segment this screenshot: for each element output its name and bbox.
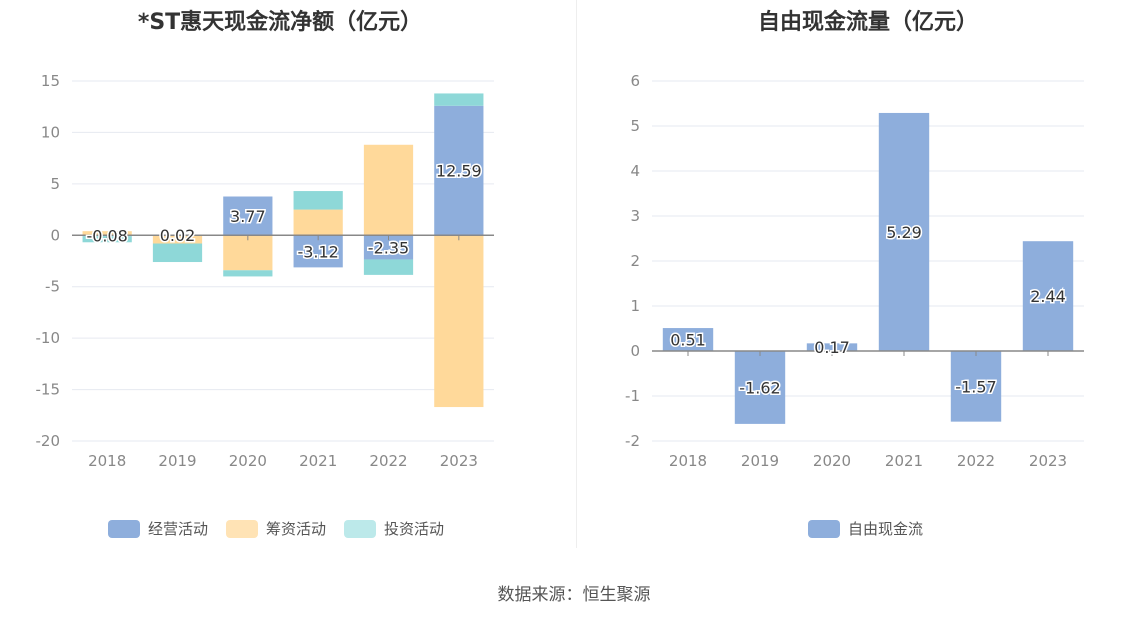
data-label: 12.59 (436, 162, 482, 181)
y-tick-label: 1 (630, 297, 640, 315)
bar-自由现金流-2019 (734, 351, 786, 424)
legend-label-operating: 经营活动 (148, 520, 209, 538)
y-tick-label: -5 (45, 278, 60, 296)
bar-筹资活动-2022 (363, 144, 414, 236)
data-label: 0.51 (670, 331, 706, 350)
x-tick-label: 2018 (88, 452, 126, 470)
bar-投资活动-2020 (223, 270, 273, 277)
data-label: -1.62 (739, 378, 780, 397)
left-chart-title: *ST惠天现金流净额（亿元） (137, 10, 423, 35)
x-tick-label: 2023 (1029, 452, 1067, 470)
right-chart-title: 自由现金流量（亿元） (757, 10, 978, 35)
y-tick-label: 2 (630, 252, 640, 270)
y-tick-label: -1 (625, 387, 640, 405)
bar-投资活动-2022 (363, 259, 414, 275)
legend-swatch-financing (226, 519, 259, 538)
data-source: 数据来源：恒生聚源 (497, 585, 651, 605)
bar-自由现金流-2021 (878, 112, 930, 351)
chart-divider (576, 0, 577, 548)
legend-item-operating[interactable]: 经营活动 (108, 518, 208, 539)
legend-label-financing: 筹资活动 (266, 520, 327, 538)
data-label: -1.57 (955, 377, 996, 396)
data-label: 5.29 (886, 223, 922, 242)
data-label: 3.77 (230, 207, 266, 226)
y-tick-label: 5 (630, 117, 640, 135)
bar-投资活动-2021 (293, 191, 343, 210)
left-legend: 经营活动 筹资活动 投资活动 (108, 518, 444, 539)
bar-筹资活动-2020 (223, 235, 273, 271)
bar-经营活动-2020 (223, 196, 273, 236)
x-tick-label: 2023 (440, 452, 478, 470)
y-tick-label: -2 (625, 432, 640, 450)
bar-自由现金流-2020 (806, 343, 858, 351)
legend-swatch-operating (108, 519, 140, 538)
legend-item-investing[interactable]: 投资活动 (344, 518, 444, 539)
free-cash-flow-chart: 6 5 4 3 2 1 0 -1 -2 2018 2019 2020 2021 2022 2023 0.51 -… (625, 72, 1084, 470)
bar-自由现金流-2022 (950, 351, 1002, 422)
data-label: 0.17 (814, 338, 850, 357)
right-legend: 自由现金流 (808, 518, 923, 539)
y-tick-label: 3 (630, 207, 640, 225)
legend-label-fcf: 自由现金流 (848, 520, 924, 538)
bar-自由现金流-2018 (662, 328, 714, 351)
x-tick-label: 2022 (369, 452, 407, 470)
legend-item-financing[interactable]: 筹资活动 (226, 518, 326, 539)
bar-投资活动-2023 (434, 93, 484, 106)
bar-经营活动-2023 (434, 105, 484, 236)
y-tick-label: -15 (36, 381, 61, 399)
legend-label-investing: 投资活动 (384, 520, 445, 538)
data-label: -2.35 (368, 238, 409, 257)
y-tick-label: -20 (36, 432, 61, 450)
bar-经营活动-2021 (293, 235, 343, 268)
data-label: -3.12 (297, 242, 338, 261)
data-label: 2.44 (1030, 287, 1066, 306)
y-tick-label: 0 (630, 342, 640, 360)
cash-flow-chart: 15 10 5 0 -5 -10 -15 -20 2018 2019 2020 2021 2022 202… (36, 72, 494, 470)
y-tick-label: 6 (630, 72, 640, 90)
y-tick-label: 15 (41, 72, 60, 90)
legend-swatch-fcf (808, 519, 840, 538)
x-tick-label: 2019 (158, 452, 196, 470)
bar-投资活动-2019 (152, 243, 203, 263)
x-tick-label: 2021 (885, 452, 923, 470)
data-label: -0.08 (86, 227, 127, 246)
bar-筹资活动-2021 (293, 209, 343, 236)
y-tick-label: -10 (36, 329, 61, 347)
bar-筹资活动-2018 (82, 231, 132, 236)
y-tick-label: 4 (630, 162, 640, 180)
x-tick-label: 2018 (669, 452, 707, 470)
x-tick-label: 2020 (813, 452, 851, 470)
x-tick-label: 2022 (957, 452, 995, 470)
bar-筹资活动-2023 (434, 235, 484, 408)
y-tick-label: 0 (50, 226, 60, 244)
data-label: 0.02 (160, 226, 196, 245)
x-tick-label: 2019 (741, 452, 779, 470)
bar-自由现金流-2023 (1022, 241, 1074, 351)
x-tick-label: 2020 (229, 452, 267, 470)
y-tick-label: 5 (50, 175, 60, 193)
legend-swatch-investing (344, 519, 377, 538)
y-tick-label: 10 (41, 123, 60, 141)
legend-item-fcf[interactable]: 自由现金流 (808, 518, 923, 539)
x-tick-label: 2021 (299, 452, 337, 470)
